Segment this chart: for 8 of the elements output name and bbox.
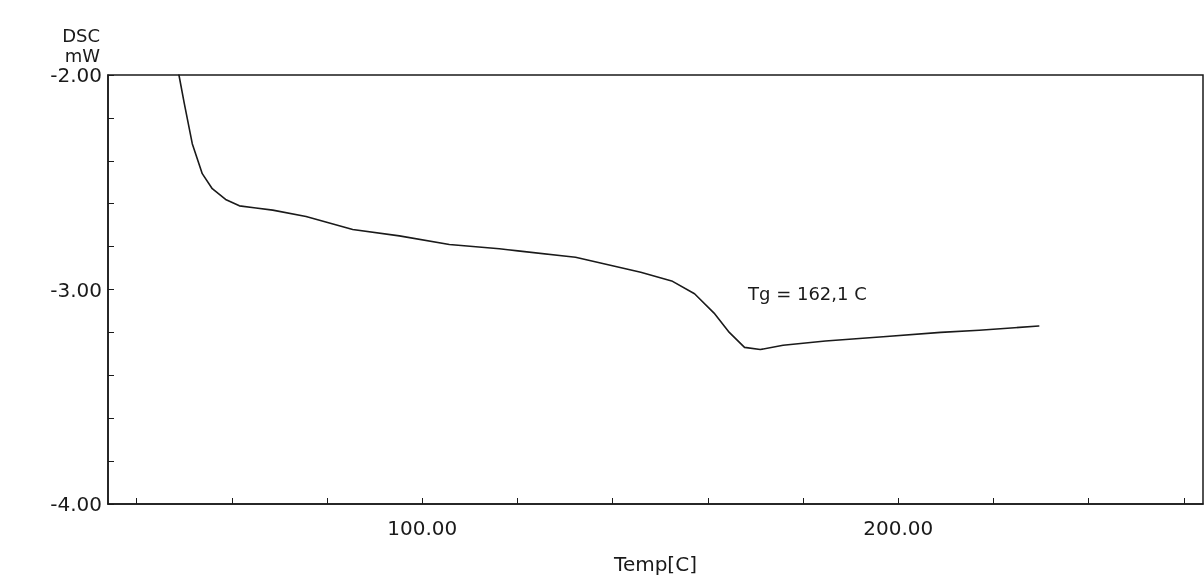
y-tick-label: -4.00 xyxy=(50,492,102,516)
y-tick-label: -2.00 xyxy=(50,63,102,87)
x-tick-label: 200.00 xyxy=(863,516,934,540)
y-tick-label: -3.00 xyxy=(50,277,102,302)
x-tick-label: 100.00 xyxy=(387,516,458,540)
x-axis-title: Temp[C] xyxy=(613,552,697,576)
annotation: Tg = 162,1 C xyxy=(747,282,867,304)
y-axis-title: DSC mW xyxy=(62,24,101,66)
